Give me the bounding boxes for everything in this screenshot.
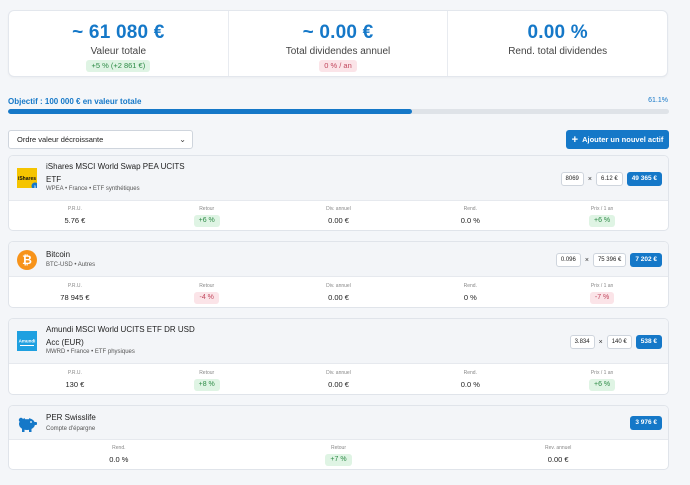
dividends-amount: ~ 0.00 € xyxy=(302,22,374,43)
stat-pru: P.R.U. 130 € xyxy=(65,370,85,389)
summary-panel: ~ 61 080 € Valeur totale +5 % (+2 861 €)… xyxy=(8,10,668,77)
stat-rend: Rend. 0.0 % xyxy=(109,445,129,464)
yield-label: Rend. total dividendes xyxy=(508,46,608,57)
stat-prix-1an: Prix / 1 an +6 % xyxy=(536,370,668,391)
stat-retour: Retour +6 % xyxy=(141,206,273,227)
quantity-field[interactable]: 0.096 xyxy=(555,253,581,267)
multiply-icon: × xyxy=(587,175,592,183)
sort-select[interactable]: Ordre valeur décroissante ⌄ xyxy=(8,130,193,149)
price-field[interactable]: 6.12 € xyxy=(596,172,623,186)
asset-name: iShares MSCI World Swap PEA UCITS xyxy=(46,162,185,171)
stat-div-annuel: Div. annuel 0.00 € xyxy=(326,283,351,302)
stat-div-annuel: Div. annuel 0.00 € xyxy=(326,206,351,225)
asset-total: 538 € xyxy=(635,335,662,349)
asset-card-amundi[interactable]: Amundi Amundi MSCI World UCITS ETF DR US… xyxy=(8,318,669,395)
yield-block: 0.00 % Rend. total dividendes xyxy=(448,11,667,76)
total-value-block: ~ 61 080 € Valeur totale +5 % (+2 861 €) xyxy=(9,11,229,76)
bitcoin-icon: ₿ xyxy=(17,250,37,270)
stat-rend: Rend. 0.0 % xyxy=(460,370,480,389)
goal-label: Objectif : 100 000 € en valeur totale xyxy=(8,97,142,106)
asset-card-header: PER Swisslife Compte d'épargne 3 976 € xyxy=(9,406,668,440)
stat-rev-annuel: Rev. annuel 0.00 € xyxy=(545,445,572,464)
asset-card-header: Amundi Amundi MSCI World UCITS ETF DR US… xyxy=(9,319,668,364)
total-value-label: Valeur totale xyxy=(90,46,147,57)
asset-total: 49 365 € xyxy=(626,172,662,186)
piggy-bank-icon xyxy=(18,417,37,432)
goal-percent: 61.1% xyxy=(648,97,668,104)
asset-quantity-row: 3.834 × 140 € 538 € xyxy=(569,335,662,349)
stat-pru: P.R.U. 78 945 € xyxy=(60,283,90,302)
stat-pru: P.R.U. 5.76 € xyxy=(64,206,86,225)
stat-retour: Retour +7 % xyxy=(229,445,449,466)
asset-subtitle: BTC-USD • Autres xyxy=(46,262,96,268)
multiply-icon: × xyxy=(598,338,603,346)
asset-card-per-swisslife[interactable]: PER Swisslife Compte d'épargne 3 976 € R… xyxy=(8,405,669,470)
price-field[interactable]: 140 € xyxy=(606,335,632,349)
asset-stats: Rend. 0.0 % Retour +7 % Rev. annuel 0.00 € xyxy=(9,445,668,466)
quantity-field[interactable]: 3.834 xyxy=(569,335,595,349)
asset-card-header: iShares 5 iShares MSCI World Swap PEA UC… xyxy=(9,156,668,201)
plus-icon: + xyxy=(571,133,579,146)
total-value-amount: ~ 61 080 € xyxy=(72,22,165,43)
price-field[interactable]: 75 396 € xyxy=(592,253,627,267)
asset-subtitle: MWRD • France • ETF physiques xyxy=(46,349,135,355)
add-asset-label: Ajouter un nouvel actif xyxy=(582,135,664,144)
svg-text:iShares: iShares xyxy=(18,176,36,182)
asset-card-ishares[interactable]: iShares 5 iShares MSCI World Swap PEA UC… xyxy=(8,155,669,231)
asset-total: 7 202 € xyxy=(630,253,662,267)
svg-text:5: 5 xyxy=(34,184,37,188)
asset-name-line2: ETF xyxy=(46,175,62,184)
quantity-field[interactable]: 8069 xyxy=(560,172,584,186)
stat-rend: Rend. 0 % xyxy=(463,283,477,302)
asset-stats: P.R.U. 5.76 € Retour +6 % Div. annuel 0.00 … xyxy=(9,206,668,227)
ishares-logo-icon: iShares 5 xyxy=(17,168,37,188)
asset-stats: P.R.U. 78 945 € Retour -4 % Div. annuel 0.0… xyxy=(9,283,668,304)
asset-quantity-row: 0.096 × 75 396 € 7 202 € xyxy=(555,253,662,267)
asset-quantity-row: 8069 × 6.12 € 49 365 € xyxy=(560,172,662,186)
stat-retour: Retour -4 % xyxy=(141,283,273,304)
asset-total: 3 976 € xyxy=(630,416,662,430)
stat-retour: Retour +8 % xyxy=(141,370,273,391)
asset-name: PER Swisslife xyxy=(46,413,96,422)
asset-subtitle: Compte d'épargne xyxy=(46,426,96,432)
goal-progress-fill xyxy=(8,109,412,114)
amundi-logo-icon: Amundi xyxy=(17,331,37,351)
total-value-badge: +5 % (+2 861 €) xyxy=(86,60,151,72)
svg-text:₿: ₿ xyxy=(22,253,32,267)
asset-quantity-row: 3 976 € xyxy=(630,416,662,430)
dividends-label: Total dividendes annuel xyxy=(285,46,391,57)
sort-select-value: Ordre valeur décroissante xyxy=(17,135,104,144)
stat-prix-1an: Prix / 1 an +6 % xyxy=(536,206,668,227)
stat-rend: Rend. 0.0 % xyxy=(460,206,480,225)
add-asset-button[interactable]: + Ajouter un nouvel actif xyxy=(566,130,669,149)
multiply-icon: × xyxy=(584,256,589,264)
chevron-down-icon: ⌄ xyxy=(179,135,186,144)
svg-text:Amundi: Amundi xyxy=(19,339,36,344)
stat-div-annuel: Div. annuel 0.00 € xyxy=(326,370,351,389)
asset-subtitle: WPEA • France • ETF synthétiques xyxy=(46,186,140,192)
stat-prix-1an: Prix / 1 an -7 % xyxy=(536,283,668,304)
dividends-badge: 0 % / an xyxy=(319,60,357,72)
asset-name: Amundi MSCI World UCITS ETF DR USD xyxy=(46,325,195,334)
asset-card-header: ₿ Bitcoin BTC-USD • Autres 0.096 × 75 39… xyxy=(9,242,668,277)
asset-name: Bitcoin xyxy=(46,250,71,259)
asset-name-line2: Acc (EUR) xyxy=(46,338,84,347)
asset-card-bitcoin[interactable]: ₿ Bitcoin BTC-USD • Autres 0.096 × 75 39… xyxy=(8,241,669,308)
asset-stats: P.R.U. 130 € Retour +8 % Div. annuel 0.00 €… xyxy=(9,370,668,391)
yield-amount: 0.00 % xyxy=(527,22,588,43)
goal-progress-bar xyxy=(8,109,669,114)
dividends-block: ~ 0.00 € Total dividendes annuel 0 % / a… xyxy=(229,11,449,76)
